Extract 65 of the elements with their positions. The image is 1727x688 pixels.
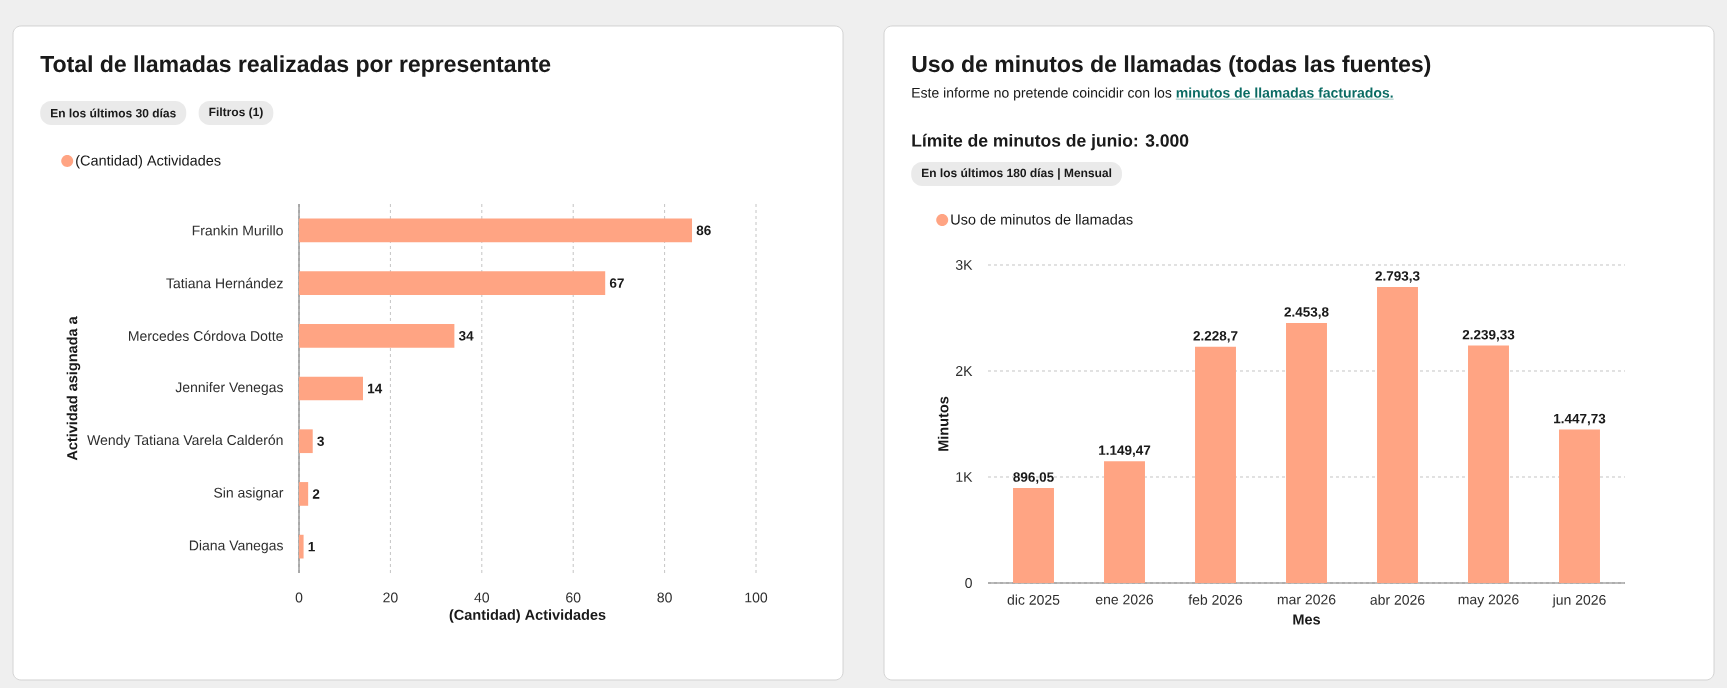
data-label: 896,05 [1013,472,1054,484]
x-tick-label: may 2026 [1458,594,1519,608]
y-tick-label: Sin asignar [214,487,284,501]
bar [1104,461,1145,583]
y-axis-title: Actividad asignada a [66,316,81,461]
x-tick-label: dic 2025 [1007,594,1060,605]
x-tick-label: 60 [566,592,581,603]
chart-title: Total de llamadas realizadas por representante [40,55,551,77]
y-tick-label: 2K [956,366,973,376]
bar [1377,286,1418,583]
x-axis-title: Mes [1293,614,1321,625]
y-tick-label: Frankin Murillo [192,225,283,236]
data-label: 67 [609,278,624,288]
x-tick-label: jun 2026 [1552,594,1606,608]
bar [1286,322,1327,583]
data-label: 2.453,8 [1284,307,1329,319]
bar [299,271,606,295]
y-tick-label: Diana Vanegas [189,540,283,554]
x-tick-label: 80 [657,592,672,603]
x-tick-label: 0 [295,592,303,603]
y-tick-label: Tatiana Hernández [166,277,283,289]
x-tick-label: 100 [745,592,768,603]
x-tick-label: 40 [474,592,490,603]
data-label: 14 [368,383,383,394]
text: En los últimos 180 días | Mensual [922,168,1112,180]
y-tick-label: 3K [955,260,973,270]
x-axis-title: (Cantidad) Actividades [449,609,606,623]
data-label: 86 [696,225,711,236]
data-label: 2.239,33 [1462,329,1515,342]
y-tick-label: Mercedes Córdova Dotte [129,330,283,342]
data-label: 1.149,47 [1099,445,1151,457]
data-label: 2.793,3 [1375,271,1420,283]
bar [1468,345,1509,583]
bar [299,534,304,559]
text: En los últimos 30 días [51,108,176,118]
x-tick-label: ene 2026 [1095,594,1154,605]
legend-label: Uso de minutos de llamadas [951,213,1133,225]
chart-title: Uso de minutos de llamadas (todas las fuentes) [912,55,1431,77]
bar [299,429,313,454]
data-label: 3 [317,436,324,446]
bar [299,323,455,348]
bar [299,376,363,401]
legend-label: (Cantidad) Actividades [76,155,221,169]
text: Límite de minutos de junio: 3.000 [912,133,1189,151]
text: Filtros (1) [209,107,263,119]
data-label: 1 [308,541,315,552]
bar [1195,346,1236,583]
x-tick-label: 20 [383,592,398,603]
y-tick-label: 1K [956,472,973,482]
x-tick-label: abr 2026 [1370,594,1425,605]
bar [1013,488,1054,583]
bar [299,482,309,506]
bar [299,218,693,243]
y-axis-title: Minutos [937,396,949,451]
x-tick-label: feb 2026 [1188,594,1243,605]
data-label: 2.228,7 [1193,331,1238,343]
x-tick-label: mar 2026 [1277,594,1336,605]
y-tick-label: 0 [965,578,972,588]
data-label: 2 [312,489,320,499]
data-label: 1.447,73 [1554,413,1606,426]
bar [1559,429,1600,583]
chart-subtitle: Este informe no pretende coincidir con los minutos de llamadas facturados. [912,87,1393,101]
y-tick-label: Wendy Tatiana Varela Calderón [87,434,283,448]
y-tick-label: Jennifer Venegas [175,381,283,396]
data-label: 34 [458,331,474,341]
